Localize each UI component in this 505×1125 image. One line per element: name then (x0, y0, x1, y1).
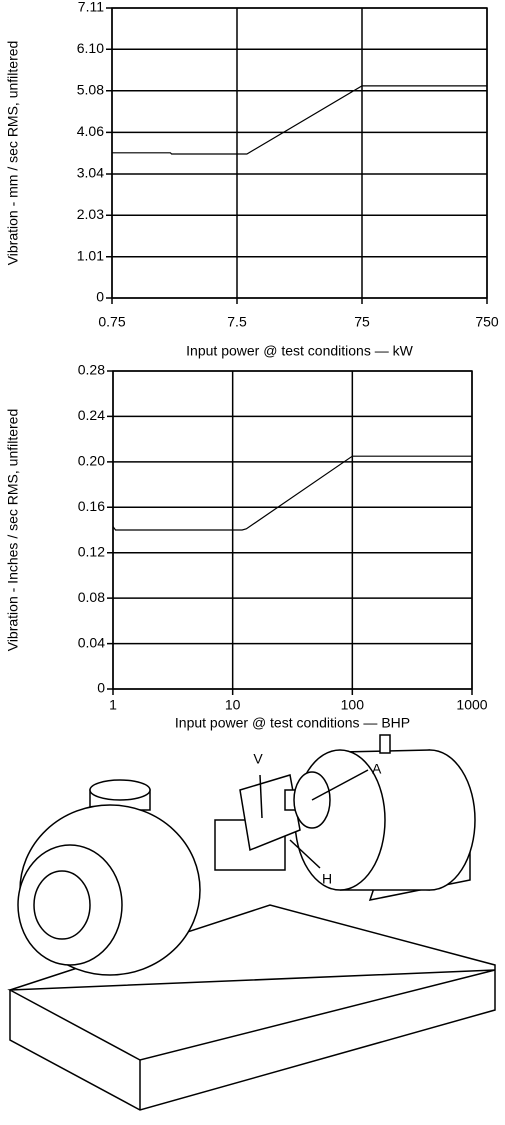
y-tick-label: 1.01 (77, 248, 104, 264)
label-v: V (253, 751, 263, 767)
x-tick-label: 1 (109, 697, 117, 713)
y-tick-label: 5.08 (77, 82, 104, 98)
y-axis-label: Vibration - mm / sec RMS, unfiltered (5, 41, 21, 266)
x-tick-label: 0.75 (98, 314, 125, 330)
y-tick-label: 0.08 (78, 589, 105, 605)
label-h: H (322, 871, 332, 887)
pointer-h (289, 839, 321, 869)
y-tick-label: 0.28 (78, 362, 105, 378)
discharge-flange-top (89, 779, 151, 801)
pointer-a (311, 769, 369, 801)
y-tick-label: 0.24 (78, 407, 105, 423)
y-tick-label: 0 (96, 289, 104, 305)
bearing-housing (239, 774, 301, 852)
y-tick-label: 0.20 (78, 453, 105, 469)
x-tick-label: 750 (475, 314, 499, 330)
x-tick-label: 1000 (456, 697, 487, 713)
y-tick-label: 0.16 (78, 498, 105, 514)
pump-illustration (7, 734, 496, 1111)
data-line (112, 455, 472, 531)
y-tick-label: 7.11 (78, 0, 104, 15)
data-line (112, 85, 487, 155)
y-tick-label: 4.06 (77, 123, 104, 139)
y-tick-label: 0.12 (78, 543, 105, 559)
y-axis-label: Vibration - Inches / sec RMS, unfiltered (5, 409, 21, 652)
x-tick-label: 10 (225, 697, 241, 713)
pointer-v (259, 774, 263, 819)
label-a: A (372, 761, 382, 777)
y-tick-label: 6.10 (77, 40, 104, 56)
y-tick-label: 0 (97, 680, 105, 696)
x-tick-label: 100 (341, 697, 365, 713)
suction-eye (33, 870, 91, 940)
x-tick-label: 75 (354, 314, 370, 330)
base-edge (7, 969, 496, 1061)
x-axis-label: Input power @ test conditions — kW (186, 343, 413, 359)
lifting-eye (379, 734, 391, 754)
y-tick-label: 0.04 (78, 634, 105, 650)
x-axis-label: Input power @ test conditions — BHP (175, 715, 410, 731)
x-tick-label: 7.5 (227, 314, 247, 330)
y-tick-label: 3.04 (77, 165, 104, 181)
y-tick-label: 2.03 (77, 206, 104, 222)
